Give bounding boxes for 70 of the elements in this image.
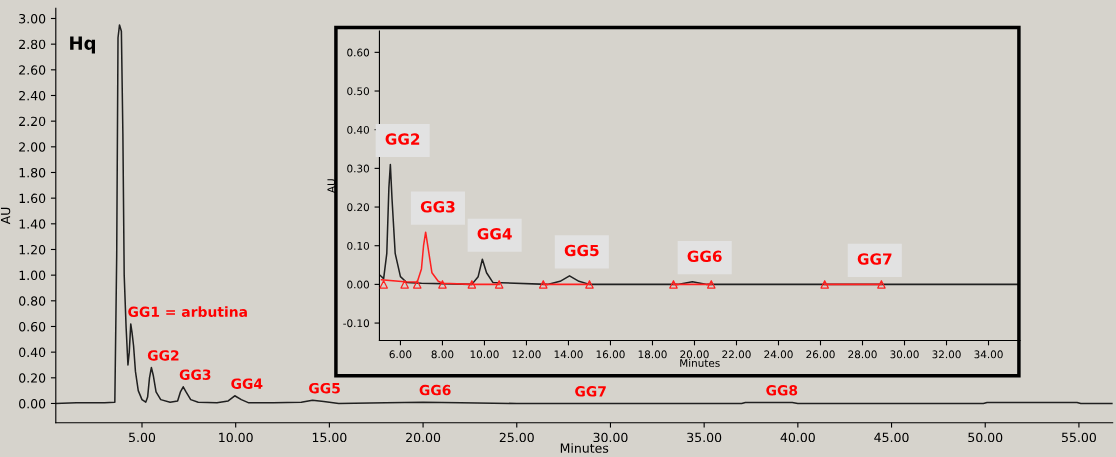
x-tick-label: 12.00 [512, 350, 541, 359]
x-tick-label: 15.00 [312, 432, 347, 443]
annotation: GG4 [231, 378, 263, 389]
y-tick-label: 0.40 [347, 125, 370, 134]
x-tick-label: 22.00 [722, 350, 751, 359]
annotation: GG2 [385, 133, 420, 145]
annotation: GG1 = arbutina [128, 306, 247, 318]
x-tick-label: 26.00 [806, 350, 835, 359]
x-tick-label: 24.00 [764, 350, 793, 359]
y-tick-label: -0.10 [343, 319, 370, 328]
x-tick-label: 10.00 [219, 432, 253, 443]
y-tick-label: 0.30 [347, 164, 370, 173]
x-tick-label: 30.00 [593, 432, 628, 443]
y-tick-label: 2.20 [19, 116, 46, 127]
y-tick-label: 0.60 [347, 48, 370, 57]
x-tick-label: 28.00 [848, 350, 877, 359]
y-tick-label: 3.00 [19, 13, 46, 24]
x-tick-label: 55.00 [1061, 432, 1096, 443]
x-tick-label: 45.00 [874, 432, 909, 443]
x-tick-label: 20.00 [680, 350, 709, 359]
y-tick-label: 0.60 [19, 321, 46, 332]
x-tick-label: 35.00 [687, 432, 722, 443]
annotation: GG7 [575, 386, 606, 397]
annotation: GG5 [564, 244, 599, 257]
annotation: GG5 [309, 382, 340, 394]
annotation: GG6 [419, 384, 451, 396]
x-axis-title: Minutes [680, 358, 720, 367]
y-tick-label: 0.00 [347, 280, 370, 289]
annotation: GG7 [857, 253, 892, 265]
y-axis-title: AU [327, 179, 336, 194]
y-tick-label: 1.20 [19, 244, 46, 255]
x-tick-label: 16.00 [596, 350, 625, 359]
x-axis-title: Minutes [560, 443, 609, 453]
x-tick-label: 20.00 [406, 432, 441, 443]
line-series [55, 24, 1113, 405]
y-tick-label: 1.80 [19, 167, 46, 178]
annotation: GG6 [687, 250, 722, 263]
y-tick-label: 2.40 [19, 90, 46, 101]
y-tick-label: 0.40 [19, 347, 46, 358]
annotation: GG3 [179, 369, 211, 380]
annotation: GG8 [766, 385, 798, 396]
x-tick-label: 50.00 [968, 432, 1003, 443]
annotation: GG4 [477, 228, 512, 240]
y-tick-label: 0.00 [19, 398, 46, 409]
y-tick-label: 0.20 [347, 203, 370, 212]
annotation: GG3 [420, 201, 455, 213]
annotation: GG2 [147, 350, 179, 361]
x-tick-label: 30.00 [890, 350, 919, 359]
y-tick-label: 0.50 [347, 87, 370, 96]
y-tick-label: 1.00 [19, 270, 46, 281]
y-tick-label: 0.20 [19, 373, 46, 383]
x-tick-label: 5.00 [129, 432, 156, 443]
x-tick-label: 25.00 [499, 432, 534, 443]
y-axis-title: AU [0, 207, 11, 225]
x-tick-label: 34.00 [974, 350, 1003, 359]
x-tick-label: 14.00 [554, 350, 583, 359]
x-tick-label: 40.00 [780, 432, 815, 443]
x-tick-label: 8.00 [431, 350, 454, 359]
y-tick-label: 0.10 [347, 241, 370, 250]
y-tick-label: 2.00 [19, 142, 46, 152]
y-tick-label: 2.80 [19, 39, 46, 50]
x-tick-label: 18.00 [638, 350, 667, 359]
y-tick-label: 1.40 [19, 219, 46, 229]
x-tick-label: 6.00 [389, 350, 412, 359]
y-tick-label: 0.80 [19, 296, 46, 306]
y-tick-label: 2.60 [19, 65, 46, 75]
y-tick-label: 1.60 [19, 193, 46, 204]
annotation: Hq [70, 36, 95, 54]
x-tick-label: 32.00 [932, 350, 961, 359]
x-tick-label: 10.00 [470, 350, 499, 359]
